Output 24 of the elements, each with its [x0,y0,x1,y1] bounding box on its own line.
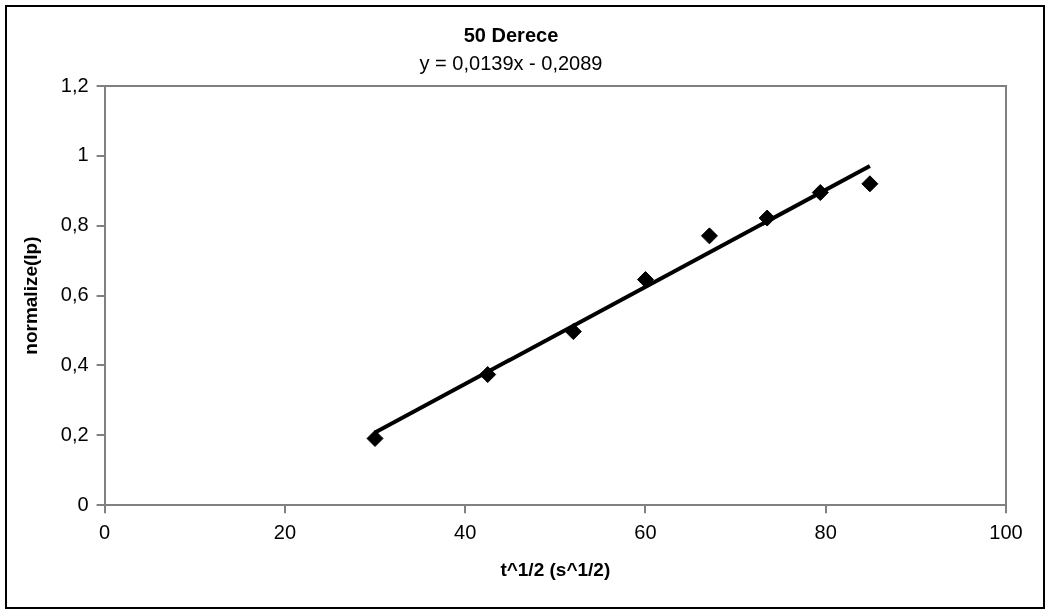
x-tick-label: 0 [99,520,111,543]
y-tick-label: 0,8 [60,213,89,236]
chart-title: 50 Derece [463,23,559,46]
point [811,184,829,202]
point [366,429,384,447]
point [758,209,776,227]
y-tick-label: 0,6 [60,283,89,306]
point [564,323,582,341]
text: y = 0,0139x - 0,2089 [419,51,603,74]
x-tick-label: 80 [814,520,837,543]
y-axis-title: normalize(Ip) [19,236,41,355]
point [700,227,718,245]
y-tick-label: 0 [77,492,89,515]
point [861,175,879,193]
x-tick-label: 40 [454,520,477,543]
point [479,366,497,384]
y-tick-label: 0,4 [60,352,89,375]
y-tick-label: 1 [77,143,89,166]
x-tick-label: 100 [989,520,1023,543]
x-axis-title: t^1/2 (s^1/2) [500,558,611,580]
x-tick-label: 20 [273,520,297,543]
y-tick-label: 1,2 [60,73,89,96]
y-tick-label: 0,2 [60,422,89,445]
x-tick-label: 60 [634,520,657,543]
